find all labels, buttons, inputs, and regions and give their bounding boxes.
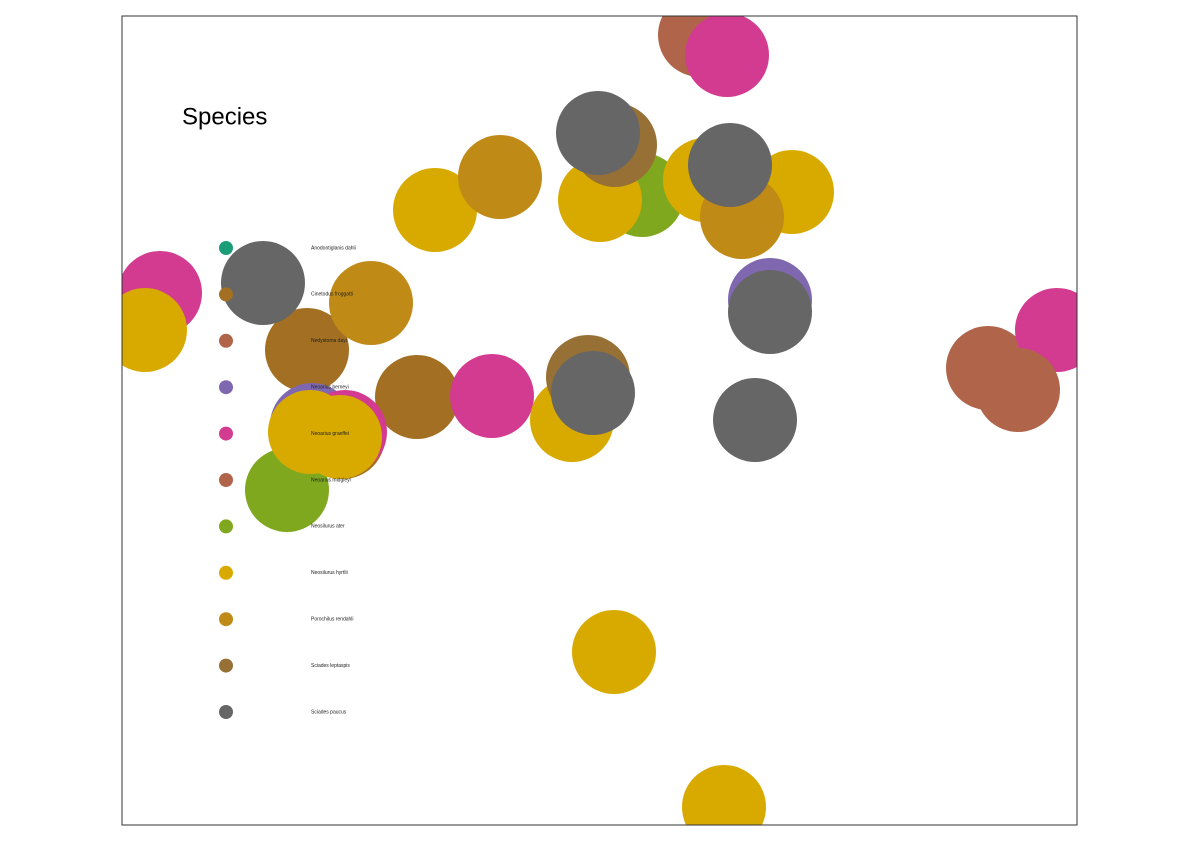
- legend-swatch: [219, 705, 233, 719]
- point: [572, 610, 656, 694]
- point: [556, 91, 640, 175]
- legend-label: Anodontiglanis dahli: [311, 245, 356, 251]
- legend-label: Porochilus rendahli: [311, 617, 354, 623]
- point: [375, 355, 459, 439]
- legend-swatch: [219, 333, 233, 348]
- point: [728, 270, 812, 354]
- legend-label: Neoarius berneyi: [311, 385, 349, 391]
- legend-label: Neoarius graeffei: [311, 431, 349, 437]
- point: [551, 351, 635, 435]
- legend-label: Neosilurus ater: [311, 524, 345, 530]
- point: [393, 168, 477, 252]
- legend-swatch: [219, 658, 233, 673]
- point: [450, 354, 534, 438]
- point: [298, 395, 382, 479]
- legend-swatch: [219, 473, 233, 487]
- point: [682, 765, 766, 825]
- legend-label: Neoarius midgleyi: [311, 477, 351, 483]
- legend-swatch: [219, 380, 233, 395]
- legend-label: Nedystoma dayi: [311, 338, 347, 344]
- plot-area: [122, 16, 1077, 825]
- point: [122, 288, 187, 372]
- legend-label: Sciades paucus: [311, 709, 347, 715]
- legend-title: Species: [182, 103, 267, 130]
- point: [329, 261, 413, 345]
- point: [688, 123, 772, 207]
- legend-swatch: [219, 519, 233, 534]
- point: [221, 241, 305, 325]
- legend-swatch: [219, 565, 233, 580]
- legend-label: Cinetodus froggatti: [311, 292, 353, 298]
- point: [458, 135, 542, 219]
- legend: Anodontiglanis dahli Cinetodus froggatti N…: [219, 241, 356, 719]
- legend-swatch: [219, 426, 233, 441]
- point: [265, 308, 349, 392]
- legend-label: Sciades leptaspis: [311, 663, 350, 669]
- legend-label: Neosilurus hyrtlii: [311, 570, 348, 576]
- point: [976, 348, 1060, 432]
- legend-swatch: [219, 241, 233, 255]
- point: [713, 378, 797, 462]
- panel-border: [121, 15, 1078, 826]
- point: [685, 16, 769, 97]
- legend-swatch: [219, 287, 233, 302]
- legend-swatch: [219, 612, 233, 627]
